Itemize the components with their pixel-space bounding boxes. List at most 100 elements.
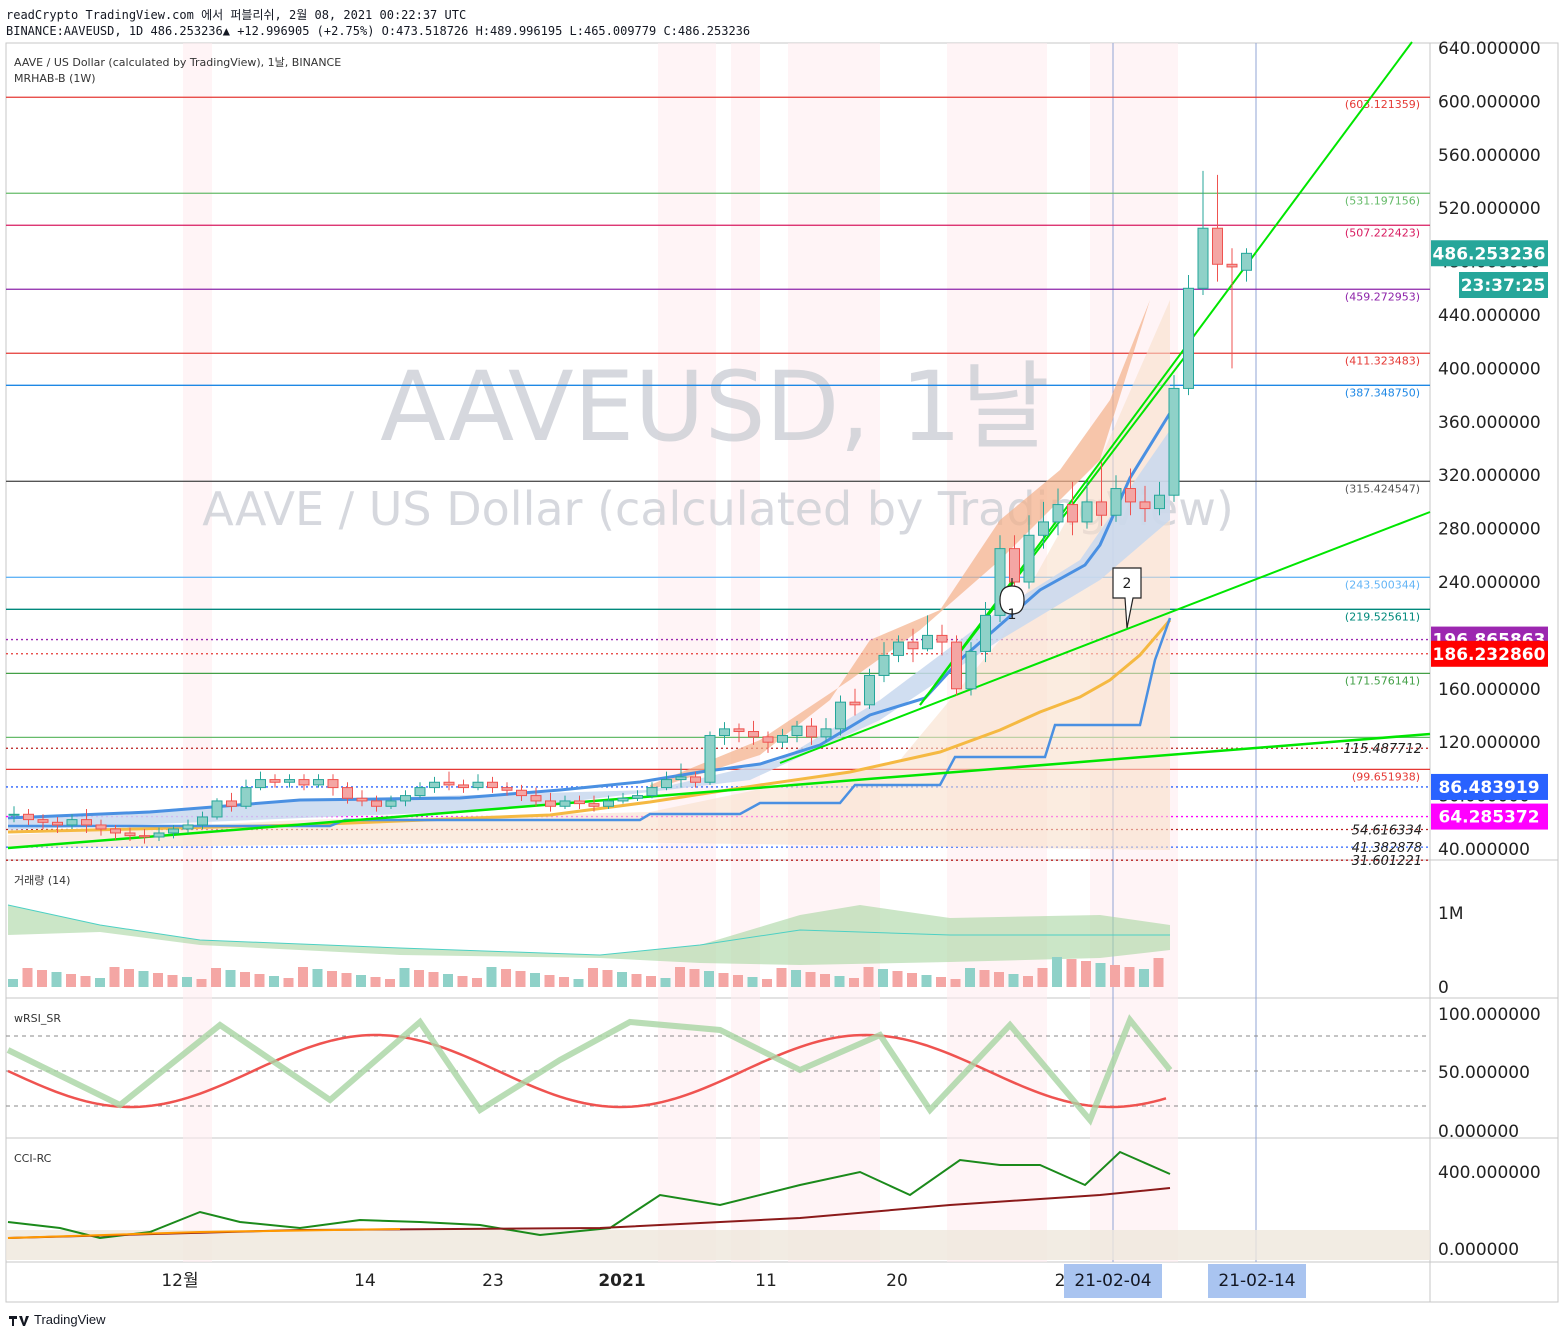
date-tag-1 [1064,1264,1162,1298]
level-label: (99.651938) [1352,770,1420,783]
candle-body [1052,504,1064,523]
volume-bar [414,970,424,987]
candle-body [240,787,252,807]
price-tag [1431,803,1548,830]
volume-bar [1095,963,1106,987]
price-tick: 40.000000 [1438,840,1530,860]
level-label: (387.348750) [1345,386,1420,399]
callout-1 [999,578,1025,615]
price-tick: 520.000000 [1438,199,1541,219]
volume-bar [51,972,62,987]
volume-bar [965,968,975,987]
candle-body [342,787,353,799]
volume-bar [254,974,265,987]
candle-body [951,641,962,690]
level-label: (171.576141) [1345,674,1420,687]
volume-bar [225,970,236,987]
symbol-ohlc: BINANCE:AAVEUSD, 1D 486.253236▲ +12.9969… [6,24,751,38]
volume-bar [109,967,120,987]
candle-body [748,731,759,738]
candle-body [66,819,78,826]
rsi-title: wRSI_SR [14,1012,61,1025]
volume-ma [7,904,1170,956]
candle-body [719,728,730,737]
callout-1-label: 1 [1008,607,1017,623]
volume-bar [66,974,76,987]
candle-body [1154,494,1165,510]
candle-body [472,781,484,789]
candle-body [907,641,919,650]
cci-tick: 0.000000 [1438,1240,1519,1260]
volume-bar [443,974,453,987]
volume-bar [1081,961,1091,987]
ma-orange-line [7,619,1172,834]
candle-body [1139,501,1151,510]
volume-bar [631,974,642,987]
candle-body [1226,263,1238,268]
volume-bar [80,976,91,987]
trendline-mid [779,511,1431,764]
volume-bar [1124,967,1135,987]
candle-body [298,779,310,786]
candle-body [849,701,861,706]
candle-body [994,548,1006,616]
candle-body [661,779,672,789]
candle-body [501,787,513,791]
volume-bar [1008,974,1019,987]
volume-bar [704,971,714,987]
price-tick: 240.000000 [1438,573,1541,593]
volume-bar [385,979,395,987]
cci-orange [7,1228,401,1239]
time-tick: 2021 [598,1271,645,1291]
dotted-level-label: 31.601221 [1352,854,1422,869]
volume-bar [472,978,482,987]
volume-bar [588,968,598,987]
candle-body [820,728,832,738]
price-tick: 440.000000 [1438,306,1541,326]
price-tag-label: 64.285372 [1438,808,1539,828]
volume-bar [675,967,685,987]
candle-body [168,828,179,834]
candle-body [632,795,643,799]
candle-body [1038,521,1049,536]
volume-bar [849,978,859,987]
candle-body [313,779,324,786]
volume-bar [269,976,279,987]
candle-body [980,614,991,652]
candle-body [37,819,49,823]
volume-bar [1139,969,1149,987]
price-tag [1431,640,1548,667]
price-tick: 400.000000 [1438,359,1541,379]
volume-tick: 0 [1438,978,1449,998]
dotted-level-label: 54.616334 [1352,823,1422,838]
volume-bar [95,978,105,987]
candle-body [429,781,440,789]
candle-body [603,800,614,807]
rsi-tick: 100.000000 [1438,1005,1541,1025]
price-tag-label: 486.253236 [1433,244,1546,264]
candle-body [255,779,266,789]
candle-body [545,800,556,807]
volume-bar [776,968,787,987]
volume-bar [341,973,352,987]
volume-bar [515,971,526,987]
callout-2-label: 2 [1123,576,1132,592]
candle-body [1096,501,1107,516]
dotted-level-label: 41.382878 [1352,841,1422,856]
volume-bar [950,979,961,987]
candle-body [516,789,527,797]
volume-bar [1023,976,1033,987]
volume-band [8,905,1170,965]
candle-body [1067,504,1078,523]
candle-body [1183,287,1194,389]
price-tick: 600.000000 [1438,92,1541,112]
volume-bar [1110,965,1120,987]
volume-tick: 1M [1438,904,1463,924]
date-tag-1-label: 21-02-04 [1074,1271,1151,1291]
volume-bar [660,978,671,987]
volume-bar [124,969,134,987]
publish-info: readCrypto TradingView.com 에서 퍼블리쉬, 2월 0… [6,8,467,22]
session-band [183,43,212,1262]
volume-bar [167,975,178,987]
